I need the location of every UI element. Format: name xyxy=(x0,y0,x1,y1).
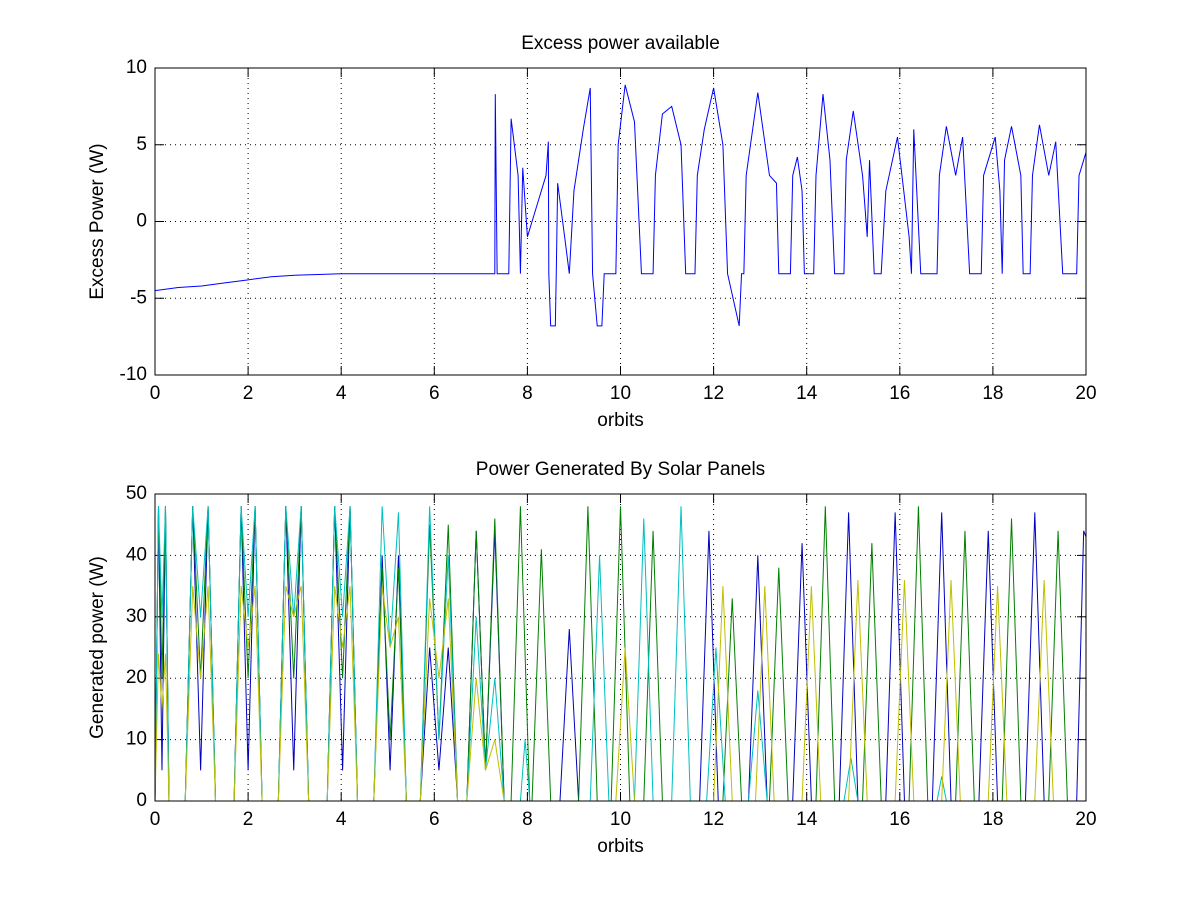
x-tick-label: 6 xyxy=(429,383,440,404)
y-tick-label: 20 xyxy=(126,667,147,688)
y-tick-label: 5 xyxy=(136,134,147,155)
x-tick-label: 16 xyxy=(889,383,910,404)
y-tick-label: 30 xyxy=(126,606,147,627)
x-tick-label: 0 xyxy=(150,383,161,404)
x-tick-label: 12 xyxy=(703,383,724,404)
data-line xyxy=(155,506,1086,801)
x-tick-label: 2 xyxy=(243,809,254,830)
data-line xyxy=(155,579,1054,801)
axes: 0 2 4 6 8 10 12 14 16 18 20 -10 -5 0 5 10 Excess power a… xyxy=(87,33,1097,431)
y-axis-label: Excess Power (W) xyxy=(87,143,108,299)
x-tick-label: 0 xyxy=(150,809,161,830)
x-tick-label: 4 xyxy=(336,809,347,830)
x-tick-label: 8 xyxy=(522,809,533,830)
x-tick-label: 14 xyxy=(796,809,818,830)
axes-box xyxy=(154,67,1087,376)
x-tick-label: 10 xyxy=(610,809,631,830)
y-tick-label: 50 xyxy=(126,483,147,504)
chart-title: Power Generated By Solar Panels xyxy=(476,459,765,480)
series-group xyxy=(155,506,1086,801)
data-line xyxy=(155,84,1086,327)
data-line xyxy=(155,506,947,801)
x-tick-label: 16 xyxy=(889,809,910,830)
x-tick-label: 18 xyxy=(982,383,1003,404)
y-tick-label: 10 xyxy=(126,57,147,78)
x-tick-label: 14 xyxy=(796,383,818,404)
axes-box xyxy=(154,493,1087,802)
x-tick-label: 12 xyxy=(703,809,724,830)
chart-title: Excess power available xyxy=(521,33,720,54)
x-tick-label: 20 xyxy=(1075,383,1096,404)
y-tick-label: -10 xyxy=(120,364,147,385)
x-tick-label: 6 xyxy=(429,809,440,830)
y-tick-label: 10 xyxy=(126,729,147,750)
x-tick-label: 2 xyxy=(243,383,254,404)
x-tick-label: 18 xyxy=(982,809,1003,830)
axes: 0 2 4 6 8 10 12 14 16 18 20 0 10 20 30 40 50 Power Genera… xyxy=(87,459,1097,857)
series-group xyxy=(155,84,1086,327)
y-tick-label: 40 xyxy=(126,544,147,565)
y-tick-label: -5 xyxy=(130,287,147,308)
y-axis-label: Generated power (W) xyxy=(87,556,108,739)
y-tick-label: 0 xyxy=(136,211,147,232)
x-tick-label: 4 xyxy=(336,383,347,404)
x-axis-label: orbits xyxy=(597,410,643,431)
x-tick-label: 20 xyxy=(1075,809,1096,830)
y-tick-label: 0 xyxy=(136,790,147,811)
x-tick-label: 10 xyxy=(610,383,631,404)
x-axis-label: orbits xyxy=(597,836,643,857)
x-tick-label: 8 xyxy=(522,383,533,404)
